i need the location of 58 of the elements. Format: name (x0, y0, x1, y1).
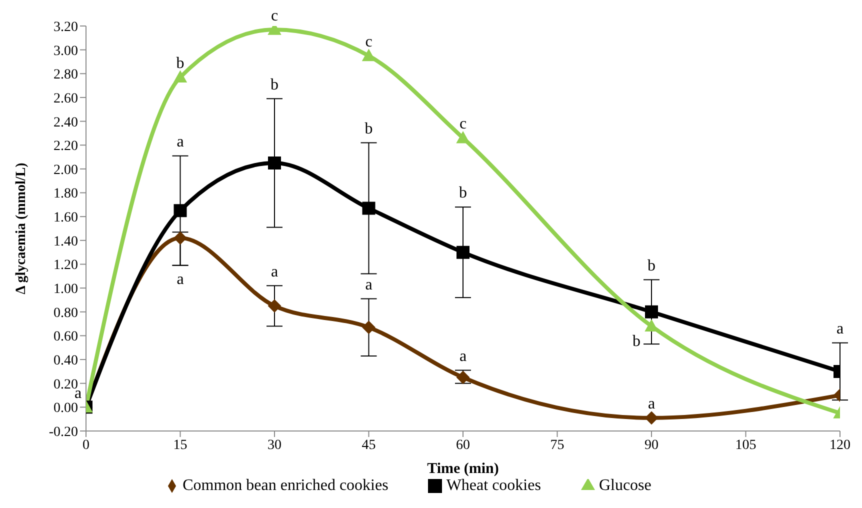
point (362, 320, 376, 334)
annotation: a (648, 396, 656, 413)
point (174, 70, 187, 83)
y-tick-label: 3.00 (54, 44, 78, 59)
annotation: a (176, 271, 184, 288)
x-tick-label: 105 (735, 438, 756, 453)
annotation: a (270, 263, 278, 280)
point (268, 299, 281, 312)
y-tick-label: 2.80 (54, 68, 78, 83)
x-tick-label: 30 (268, 438, 282, 453)
annotation: b (632, 332, 640, 350)
point (268, 156, 281, 170)
y-tick-label: 1.40 (54, 234, 78, 250)
x-tick-label: 0 (82, 438, 90, 453)
annotation: b (459, 184, 467, 202)
x-tick-label: 90 (644, 438, 658, 453)
point (456, 131, 470, 144)
y-tick-label: 1.60 (54, 210, 78, 226)
x-tick-label: 120 (830, 438, 850, 453)
annotation: b (176, 54, 184, 72)
x-axis-title: Time (min) (427, 461, 499, 477)
annotation: a (459, 348, 467, 365)
legend-label: Wheat cookies (446, 477, 541, 494)
y-axis-title: Δ glycaemia (mmol/L) (14, 162, 29, 294)
annotation: c (365, 33, 372, 50)
y-tick-label: 1.20 (54, 258, 78, 274)
y-tick-label: 0.00 (54, 401, 78, 416)
y-tick-label: 2.40 (54, 115, 78, 130)
annotation: b (648, 257, 656, 274)
legend-label: Glucose (598, 477, 652, 494)
point (362, 202, 376, 215)
annotation: c (270, 7, 278, 24)
y-tick-label: 2.60 (54, 91, 78, 106)
annotation: b (364, 120, 373, 138)
y-tick-label: -0.20 (48, 424, 78, 440)
point (362, 49, 376, 62)
y-tick-label: 1.00 (54, 282, 78, 298)
annotation: a (176, 134, 184, 151)
x-tick-label: 45 (362, 438, 376, 453)
y-tick-label: 3.20 (54, 20, 78, 35)
x-tick-label: 15 (173, 438, 188, 453)
y-tick-label: 0.80 (54, 306, 78, 321)
point (174, 232, 187, 245)
y-tick-label: 2.00 (54, 162, 78, 178)
annotation: a (365, 276, 372, 294)
point (456, 246, 470, 259)
x-tick-label: 75 (550, 438, 564, 453)
point (174, 204, 187, 218)
y-tick-label: 1.80 (54, 186, 78, 202)
annotation: a (836, 320, 844, 338)
legend-label: Common bean enriched cookies (182, 477, 388, 494)
y-tick-label: 0.60 (54, 330, 78, 345)
y-tick-label: 2.20 (54, 139, 78, 154)
x-tick-label: 60 (456, 438, 470, 453)
y-tick-label: 0.40 (54, 354, 78, 368)
annotation: b (270, 76, 278, 94)
y-tick-label: 0.20 (54, 377, 78, 392)
annotation: c (459, 116, 467, 133)
